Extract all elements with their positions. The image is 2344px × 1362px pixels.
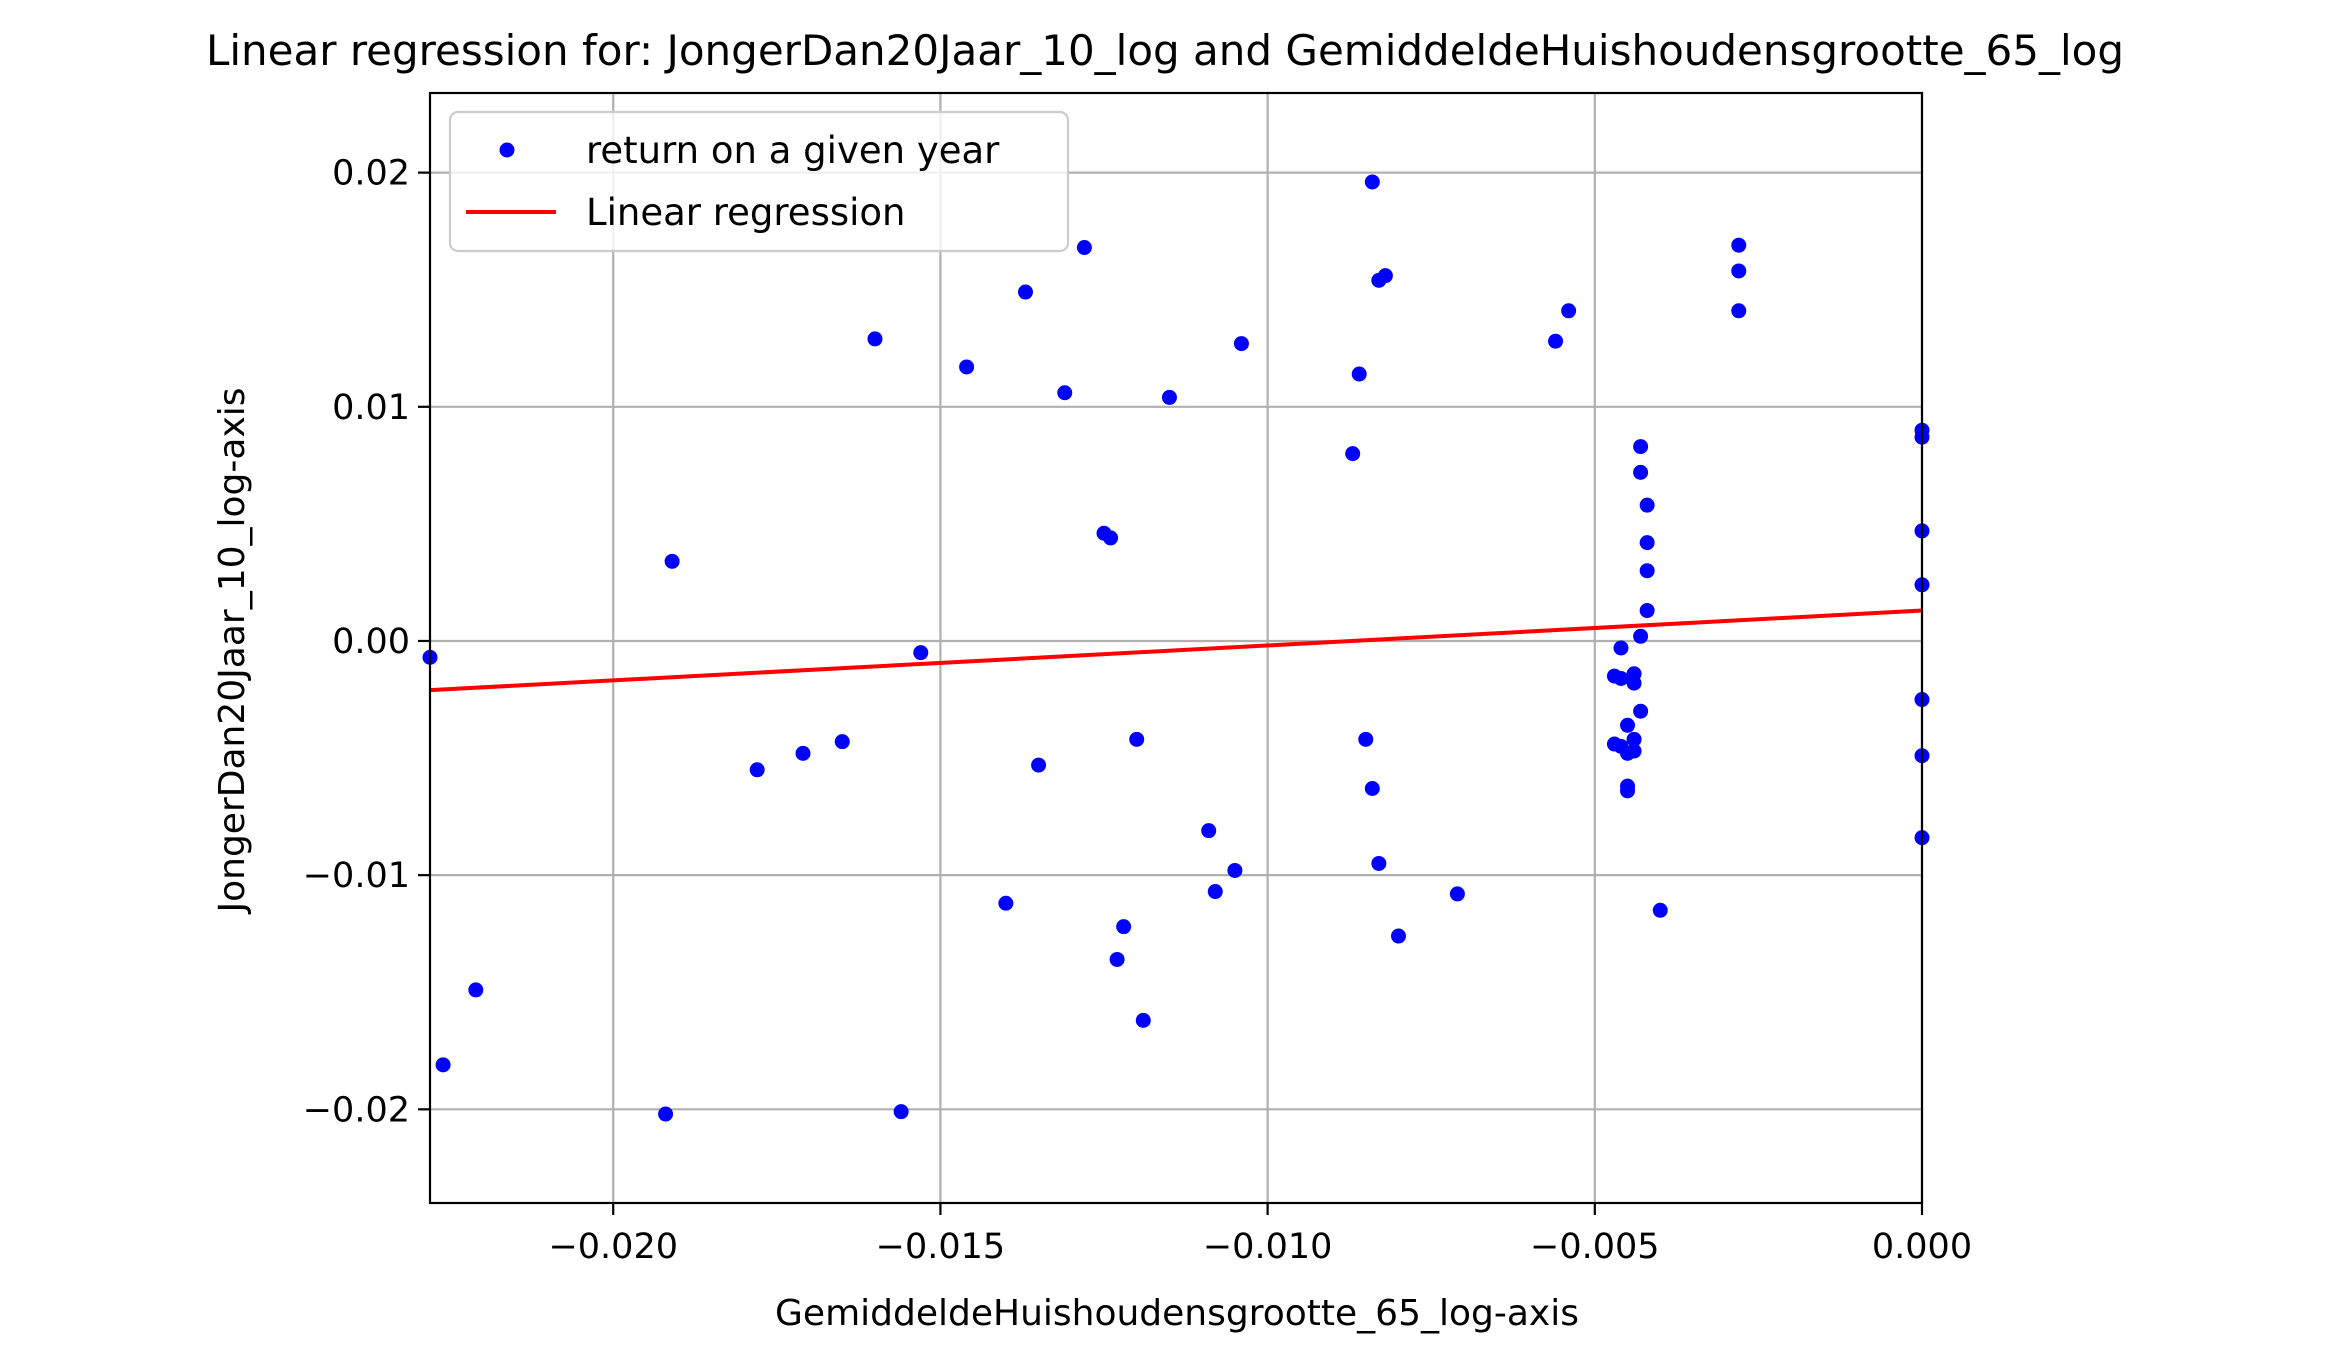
scatter-point — [998, 895, 1014, 911]
chart-title: Linear regression for: JongerDan20Jaar_1… — [206, 26, 2124, 75]
x-axis-label: GemiddeldeHuishoudensgrootte_65_log-axis — [775, 1293, 1579, 1334]
scatter-point — [1613, 670, 1629, 686]
scatter-point — [1233, 336, 1249, 352]
x-tick-label: 0.000 — [1872, 1227, 1972, 1267]
scatter-point — [1129, 731, 1145, 747]
scatter-point — [1109, 951, 1125, 967]
scatter-point — [1620, 717, 1636, 733]
y-tick-label: −0.01 — [303, 856, 410, 896]
y-tick-label: 0.01 — [332, 388, 410, 428]
scatter-point — [1620, 783, 1636, 799]
scatter-point — [1135, 1012, 1151, 1028]
scatter-point — [1364, 174, 1380, 190]
scatter-point — [1639, 603, 1655, 619]
scatter-point — [749, 762, 765, 778]
scatter-point — [1345, 446, 1361, 462]
scatter-point — [893, 1104, 909, 1120]
scatter-point — [1351, 366, 1367, 382]
scatter-point — [867, 331, 883, 347]
scatter-point — [1613, 640, 1629, 656]
scatter-point — [435, 1057, 451, 1073]
legend-box — [448, 110, 1070, 253]
scatter-point — [1358, 731, 1374, 747]
scatter-point — [658, 1106, 674, 1122]
plot-frame — [428, 91, 1924, 1205]
scatter-point — [1731, 263, 1747, 279]
y-tick-label: −0.02 — [303, 1090, 410, 1130]
y-tick-label: 0.00 — [332, 622, 410, 662]
scatter-point — [1561, 303, 1577, 319]
scatter-point — [1017, 284, 1033, 300]
scatter-point — [1207, 884, 1223, 900]
scatter-point — [1652, 902, 1668, 918]
y-tick-label: 0.02 — [332, 154, 410, 194]
x-tick-label: −0.010 — [1203, 1227, 1333, 1267]
scatter-point — [1626, 731, 1642, 747]
scatter-point — [1639, 497, 1655, 513]
scatter-point — [1116, 919, 1132, 935]
y-axis-label: JongerDan20Jaar_10_log-axis — [212, 387, 253, 914]
scatter-point — [1364, 781, 1380, 797]
x-tick-label: −0.020 — [548, 1227, 678, 1267]
legend-label: Linear regression — [586, 191, 906, 234]
scatter-point — [1161, 389, 1177, 405]
scatter-point — [1449, 886, 1465, 902]
x-tick-label: −0.015 — [876, 1227, 1006, 1267]
scatter-point — [664, 553, 680, 569]
scatter-point — [1626, 675, 1642, 691]
scatter-point — [959, 359, 975, 375]
legend-scatter-marker — [499, 142, 515, 158]
scatter-point — [1626, 743, 1642, 759]
scatter-point — [1639, 563, 1655, 579]
scatter-point — [468, 982, 484, 998]
scatter-point — [795, 745, 811, 761]
scatter-point — [1731, 303, 1747, 319]
scatter-point — [1103, 530, 1119, 546]
scatter-point — [1633, 703, 1649, 719]
scatter-point — [1548, 333, 1564, 349]
grid — [430, 93, 1924, 1203]
scatter-point — [1390, 928, 1406, 944]
scatter-point — [1639, 535, 1655, 551]
scatter-point — [1227, 862, 1243, 878]
plot-area — [422, 174, 1930, 1122]
scatter-point — [1201, 823, 1217, 839]
scatter-point — [1633, 464, 1649, 480]
scatter-point — [1076, 240, 1092, 256]
scatter-point — [1057, 385, 1073, 401]
scatter-point — [1633, 439, 1649, 455]
scatter-point — [1371, 855, 1387, 871]
x-tick-label: −0.005 — [1530, 1227, 1660, 1267]
scatter-point — [1731, 237, 1747, 253]
legend-label: return on a given year — [586, 129, 1000, 172]
axis-ticks: −0.020 −0.015 −0.010 −0.005 0.000 0.02 0.01 0.0… — [303, 154, 1972, 1267]
scatter-point — [1633, 628, 1649, 644]
regression-line — [429, 608, 1923, 693]
scatter-point — [1377, 268, 1393, 284]
scatter-point — [1031, 757, 1047, 773]
scatter-point — [913, 645, 929, 661]
scatter-point — [834, 734, 850, 750]
legend: return on a given year Linear regression — [448, 110, 1070, 253]
